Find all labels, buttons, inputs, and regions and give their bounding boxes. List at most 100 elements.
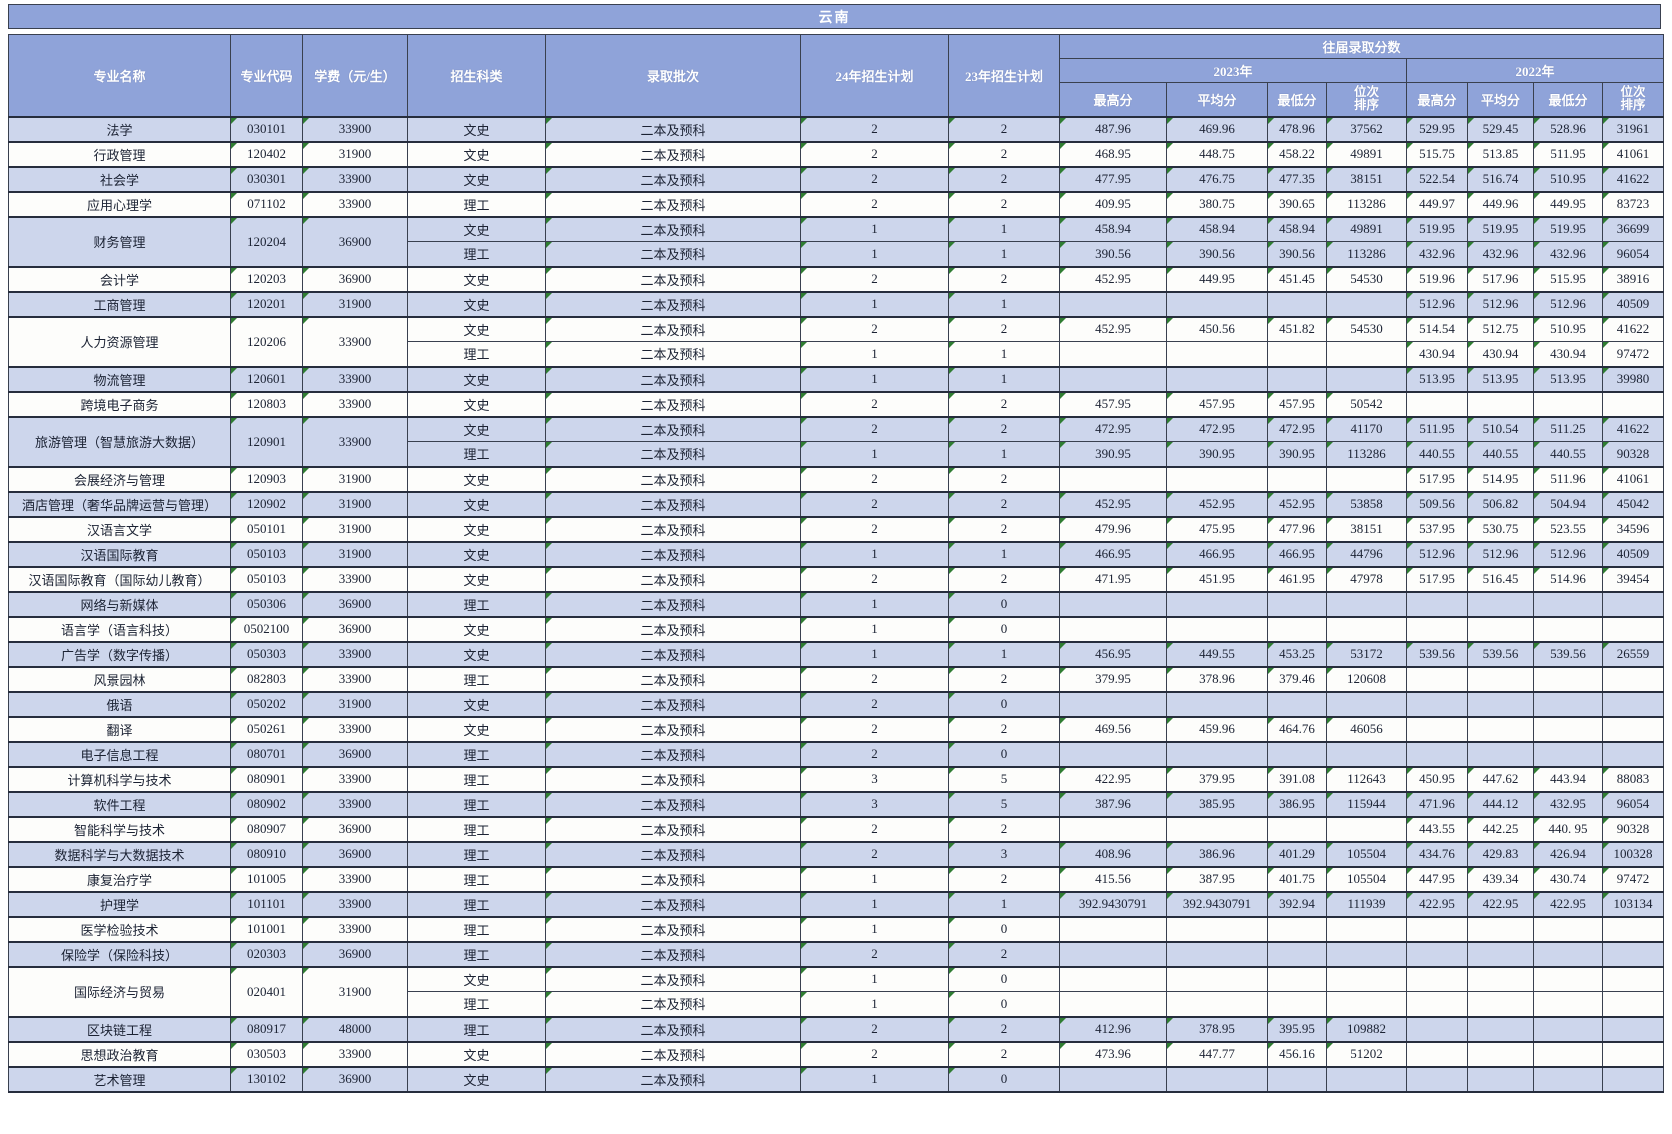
col-header-2022-max: 最高分 (1406, 82, 1468, 117)
cell-batch: 二本及预科 (545, 115, 801, 142)
cell-batch: 二本及预科 (545, 465, 801, 492)
cell-tuition: 31900 (302, 290, 408, 317)
cell-2023-rank (1326, 965, 1407, 992)
cell-category: 理工 (407, 865, 546, 892)
cell-plan-23: 0 (948, 991, 1060, 1017)
cell-tuition: 31900 (302, 965, 408, 1017)
cell-2022-avg (1467, 690, 1534, 717)
cell-2022-min: 539.56 (1533, 640, 1603, 667)
header-row-metrics: 最高分 平均分 最低分 位次 排序 最高分 平均分 最低分 位次 排序 (9, 82, 1665, 117)
col-header-2022-avg: 平均分 (1467, 82, 1534, 117)
cell-2023-avg: 392.9430791 (1166, 890, 1268, 917)
cell-plan-24: 1 (800, 540, 949, 567)
cell-tuition: 33900 (302, 915, 408, 942)
cell-2023-rank: 38151 (1326, 165, 1407, 192)
cell-batch: 二本及预科 (545, 890, 801, 917)
cell-2022-avg (1467, 715, 1534, 742)
cell-2023-min: 456.16 (1267, 1040, 1327, 1067)
cell-plan-23: 1 (948, 341, 1060, 367)
cell-2023-min: 390.95 (1267, 441, 1327, 467)
cell-plan-24: 1 (800, 341, 949, 367)
cell-batch: 二本及预科 (545, 1040, 801, 1067)
cell-batch: 二本及预科 (545, 840, 801, 867)
cell-major-name: 思想政治教育 (8, 1040, 231, 1067)
table-row: 理工 二本及预科 1 1 390.95 390.95 390.95 113286 440.55 4… (9, 441, 1665, 467)
cell-2023-rank: 41170 (1326, 415, 1407, 442)
cell-major-name: 人力资源管理 (8, 315, 231, 367)
col-header-batch: 录取批次 (545, 34, 801, 117)
cell-2022-rank (1601, 615, 1665, 642)
cell-plan-23: 2 (948, 940, 1060, 967)
cell-major-code: 050306 (230, 590, 303, 617)
cell-2022-rank: 31961 (1601, 115, 1665, 142)
cell-2022-rank: 39454 (1601, 565, 1665, 592)
cell-batch: 二本及预科 (545, 965, 801, 992)
cell-2023-avg (1166, 915, 1268, 942)
cell-major-name: 工商管理 (8, 290, 231, 317)
table-row: 艺术管理 130102 36900 文史 二本及预科 1 0 (8, 1065, 1665, 1093)
cell-major-name: 区块链工程 (8, 1015, 231, 1042)
cell-2023-min: 457.95 (1267, 390, 1327, 417)
table-row: 会计学 120203 36900 文史 二本及预科 2 2 452.95 449.95 451.4… (8, 265, 1665, 292)
cell-tuition: 36900 (302, 215, 408, 267)
cell-category: 文史 (407, 415, 546, 442)
cell-category: 文史 (407, 965, 546, 992)
cell-plan-23: 0 (948, 615, 1060, 642)
cell-category: 理工 (407, 740, 546, 767)
table-row: 跨境电子商务 120803 33900 文史 二本及预科 2 2 457.95 457.95 45… (8, 390, 1665, 417)
cell-2023-rank (1326, 1065, 1407, 1093)
cell-tuition: 36900 (302, 265, 408, 292)
cell-major-code: 120903 (230, 465, 303, 492)
cell-batch: 二本及预科 (545, 165, 801, 192)
table-row: 护理学 101101 33900 理工 二本及预科 1 1 392.9430791 392.94… (8, 890, 1665, 917)
cell-category: 文史 (407, 690, 546, 717)
cell-2023-avg: 390.95 (1166, 441, 1268, 467)
cell-2022-max: 529.95 (1406, 115, 1468, 142)
cell-2022-max: 512.96 (1406, 540, 1468, 567)
cell-2023-avg (1166, 991, 1268, 1017)
cell-2022-min: 519.95 (1533, 215, 1603, 242)
cell-2023-max: 477.95 (1059, 165, 1167, 192)
cell-category: 理工 (407, 241, 546, 267)
cell-plan-23: 1 (948, 441, 1060, 467)
cell-2022-avg: 514.95 (1467, 465, 1534, 492)
cell-2023-rank: 37562 (1326, 115, 1407, 142)
cell-2022-min (1533, 1065, 1603, 1093)
cell-category: 文史 (407, 215, 546, 242)
cell-2022-rank: 36699 (1601, 215, 1665, 242)
cell-category: 文史 (407, 615, 546, 642)
cell-2023-max: 473.96 (1059, 1040, 1167, 1067)
cell-2022-min (1533, 715, 1603, 742)
cell-2022-avg (1467, 390, 1534, 417)
cell-2022-rank: 26559 (1601, 640, 1665, 667)
cell-2022-avg: 506.82 (1467, 490, 1534, 517)
table-row: 网络与新媒体 050306 36900 理工 二本及预科 1 0 (8, 590, 1665, 617)
cell-plan-24: 2 (800, 715, 949, 742)
table-row: 理工 二本及预科 1 0 (9, 991, 1665, 1017)
cell-plan-24: 2 (800, 165, 949, 192)
cell-2022-rank (1601, 915, 1665, 942)
cell-major-code: 050103 (230, 565, 303, 592)
cell-2023-max: 415.56 (1059, 865, 1167, 892)
cell-2022-min (1533, 991, 1603, 1017)
cell-2022-max: 434.76 (1406, 840, 1468, 867)
cell-category: 理工 (407, 890, 546, 917)
cell-2022-max (1406, 740, 1468, 767)
cell-2022-max: 422.95 (1406, 890, 1468, 917)
cell-2022-min: 512.96 (1533, 290, 1603, 317)
cell-2023-rank: 109882 (1326, 1015, 1407, 1042)
cell-2023-min (1267, 965, 1327, 992)
cell-category: 文史 (407, 365, 546, 392)
cell-plan-24: 2 (800, 390, 949, 417)
cell-2022-avg: 530.75 (1467, 515, 1534, 542)
cell-2022-avg: 513.95 (1467, 365, 1534, 392)
cell-2023-avg: 387.95 (1166, 865, 1268, 892)
cell-2022-min: 510.95 (1533, 315, 1603, 342)
cell-2023-avg: 475.95 (1166, 515, 1268, 542)
cell-batch: 二本及预科 (545, 490, 801, 517)
cell-2023-max (1059, 590, 1167, 617)
table-row: 汉语言文学 050101 31900 文史 二本及预科 2 2 479.96 475.95 477… (8, 515, 1665, 542)
cell-major-code: 130102 (230, 1065, 303, 1093)
cell-plan-23: 1 (948, 290, 1060, 317)
cell-2022-max: 513.95 (1406, 365, 1468, 392)
